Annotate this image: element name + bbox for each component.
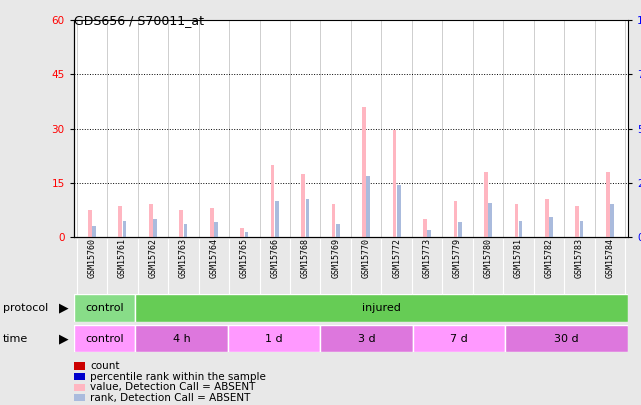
Bar	[454, 201, 457, 237]
Bar	[458, 222, 462, 237]
Text: 1 d: 1 d	[265, 334, 283, 343]
Bar	[576, 206, 579, 237]
Bar	[336, 224, 340, 237]
Text: 3 d: 3 d	[358, 334, 375, 343]
Bar	[149, 205, 153, 237]
Text: injured: injured	[362, 303, 401, 313]
Bar	[119, 206, 122, 237]
Text: GDS656 / S70011_at: GDS656 / S70011_at	[74, 14, 204, 27]
Bar	[362, 107, 366, 237]
Text: percentile rank within the sample: percentile rank within the sample	[90, 372, 266, 382]
Bar	[210, 208, 213, 237]
Text: 30 d: 30 d	[554, 334, 579, 343]
Text: ▶: ▶	[59, 302, 69, 315]
Bar	[74, 294, 135, 322]
Bar	[428, 230, 431, 237]
Bar	[135, 325, 228, 352]
Bar	[135, 294, 628, 322]
Text: count: count	[90, 361, 120, 371]
Bar	[484, 172, 488, 237]
Bar	[245, 232, 248, 237]
Text: 7 d: 7 d	[450, 334, 468, 343]
Bar	[88, 210, 92, 237]
Bar	[271, 165, 274, 237]
Text: control: control	[85, 303, 124, 313]
Bar	[275, 201, 279, 237]
Bar	[184, 224, 187, 237]
Bar	[413, 325, 505, 352]
Bar	[214, 222, 218, 237]
Bar	[515, 205, 518, 237]
Bar	[320, 325, 413, 352]
Bar	[74, 325, 135, 352]
Bar	[423, 219, 427, 237]
Bar	[367, 175, 370, 237]
Text: control: control	[85, 334, 124, 343]
Bar	[306, 199, 309, 237]
Bar	[228, 325, 320, 352]
Text: 4 h: 4 h	[172, 334, 190, 343]
Bar	[610, 205, 614, 237]
Bar	[179, 210, 183, 237]
Text: rank, Detection Call = ABSENT: rank, Detection Call = ABSENT	[90, 393, 251, 403]
Bar	[505, 325, 628, 352]
Text: value, Detection Call = ABSENT: value, Detection Call = ABSENT	[90, 382, 256, 392]
Bar	[579, 221, 583, 237]
Bar	[488, 202, 492, 237]
Bar	[153, 219, 157, 237]
Bar	[92, 226, 96, 237]
Bar	[606, 172, 610, 237]
Bar	[301, 174, 305, 237]
Bar	[519, 221, 522, 237]
Bar	[240, 228, 244, 237]
Bar	[332, 205, 335, 237]
Text: time: time	[3, 334, 28, 343]
Bar	[123, 221, 126, 237]
Bar	[549, 217, 553, 237]
Text: ▶: ▶	[59, 332, 69, 345]
Bar	[397, 185, 401, 237]
Bar	[393, 130, 396, 237]
Text: protocol: protocol	[3, 303, 49, 313]
Bar	[545, 199, 549, 237]
